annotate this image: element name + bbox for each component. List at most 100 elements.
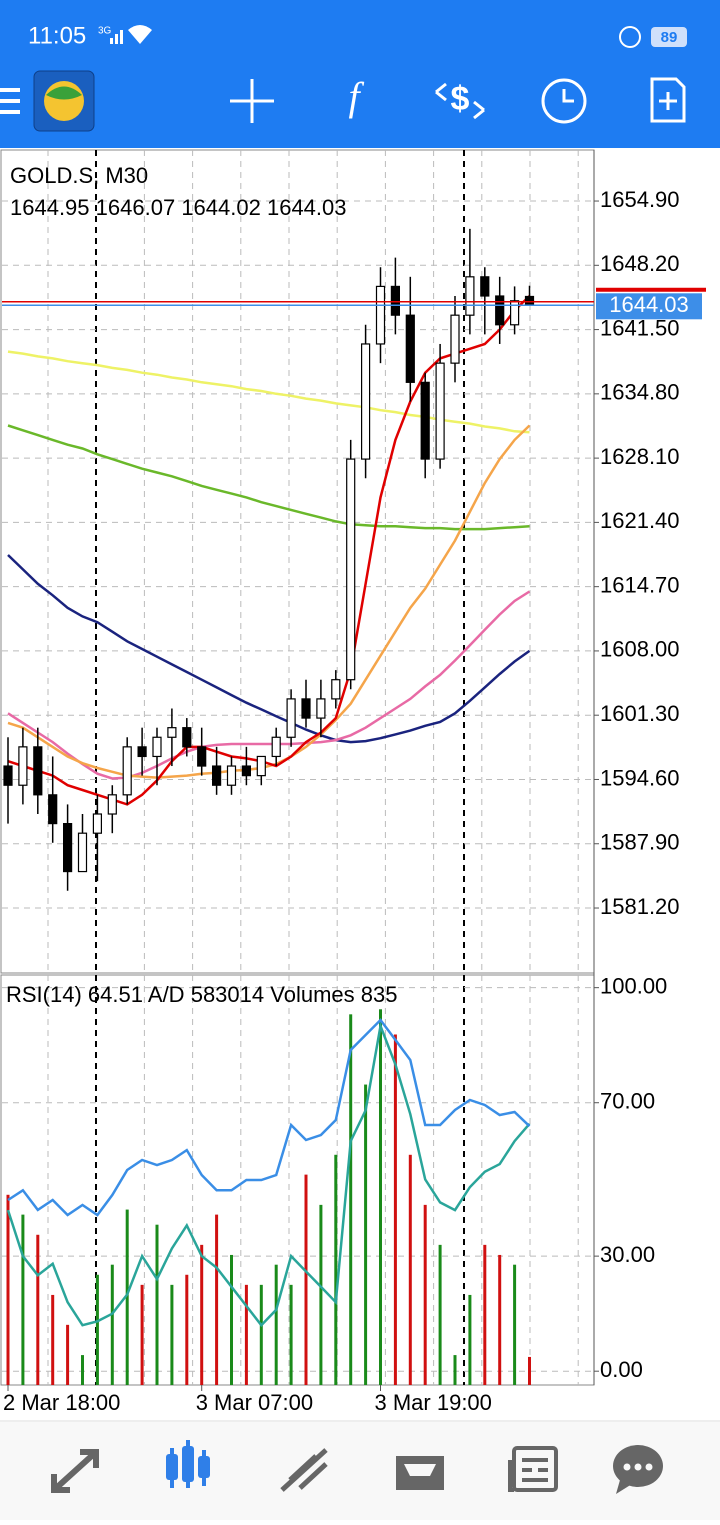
- nav-news[interactable]: [508, 1446, 558, 1492]
- volume-bar: [364, 1084, 368, 1385]
- volume-bar: [468, 1294, 472, 1385]
- y-tick-label: 1648.20: [600, 251, 680, 276]
- y-tick-label: 1654.90: [600, 187, 680, 212]
- volume-bar: [483, 1244, 487, 1385]
- volume-bar: [6, 1194, 10, 1385]
- volume-bar: [289, 1284, 293, 1385]
- price-panel: [0, 149, 595, 974]
- moving-average: [7, 590, 531, 780]
- volume-bar: [244, 1284, 248, 1385]
- signal-icon: [110, 30, 123, 44]
- moving-average: [7, 554, 531, 744]
- crosshair-button[interactable]: [230, 79, 274, 123]
- candle-body: [182, 727, 192, 748]
- volume-bar: [230, 1254, 233, 1385]
- candle-body: [480, 276, 490, 297]
- y-tick-label: 1614.70: [600, 572, 680, 597]
- candle-body: [77, 832, 88, 873]
- y-tick-label: 70.00: [600, 1089, 655, 1114]
- volume-bar: [408, 1154, 412, 1385]
- volume-bar: [36, 1234, 40, 1385]
- candle-body: [152, 736, 162, 758]
- nav-quotes[interactable]: [51, 1449, 99, 1493]
- price-tag: [596, 293, 702, 320]
- volume-bar: [215, 1214, 219, 1385]
- trade-button[interactable]: $: [435, 80, 485, 120]
- candle-body: [375, 285, 386, 345]
- volume-bar: [66, 1324, 70, 1385]
- new-order-button[interactable]: [650, 77, 686, 123]
- candle-body: [107, 794, 117, 815]
- network-type: 3G: [98, 26, 112, 37]
- x-tick-label: 3 Mar 19:00: [375, 1390, 492, 1415]
- ohlc-readout: 1644.95 1646.07 1644.02 1644.03: [10, 195, 347, 220]
- battery-level: 89: [661, 29, 678, 46]
- volume-bar: [140, 1284, 144, 1385]
- volume-bar: [513, 1264, 517, 1385]
- candle-body: [137, 746, 147, 758]
- y-tick-label: 1608.00: [600, 637, 680, 662]
- nav-chat[interactable]: [613, 1445, 663, 1494]
- candle-body: [450, 314, 460, 364]
- candle-body: [48, 794, 58, 825]
- nav-history[interactable]: [396, 1456, 444, 1490]
- candle-body: [390, 285, 400, 316]
- candle-body: [405, 314, 415, 383]
- candle-body: [18, 746, 28, 786]
- candle-body: [524, 295, 535, 306]
- candle-body: [346, 458, 356, 681]
- volume-bar: [200, 1244, 204, 1385]
- volume-bar: [274, 1264, 278, 1385]
- candle-body: [361, 343, 371, 460]
- status-time: 11:05: [28, 22, 86, 49]
- app-icon[interactable]: [33, 70, 95, 132]
- volume-bar: [453, 1355, 457, 1385]
- y-tick-label: 100.00: [600, 973, 667, 998]
- volumes-name: Volumes: [270, 982, 354, 1007]
- volume-bar: [379, 1009, 382, 1385]
- battery-icon: [651, 27, 687, 47]
- volume-bar: [498, 1254, 502, 1385]
- volume-bar: [81, 1355, 84, 1385]
- ad-value: 583014: [191, 982, 264, 1007]
- candle-body: [92, 813, 103, 834]
- x-tick-label: 2 Mar 18:00: [3, 1390, 120, 1415]
- price-tag-label: 1644.03: [609, 292, 689, 317]
- candle-body: [420, 381, 430, 460]
- wifi-icon: [128, 25, 152, 44]
- nav-chart[interactable]: [166, 1440, 210, 1488]
- ask-marker: [596, 287, 706, 292]
- candle-body: [167, 727, 177, 738]
- y-tick-label: 1581.20: [600, 894, 680, 919]
- moving-average: [7, 295, 531, 806]
- candle-body: [62, 823, 73, 873]
- candle-body: [122, 746, 132, 796]
- rsi-name: RSI(14): [6, 982, 82, 1007]
- volume-bar: [170, 1284, 174, 1385]
- volume-bar: [319, 1204, 323, 1385]
- rsi-value: 64.51: [88, 982, 143, 1007]
- candle-body: [510, 300, 520, 326]
- menu-button[interactable]: [0, 88, 20, 114]
- candle-body: [241, 765, 251, 777]
- period-button[interactable]: [541, 78, 587, 124]
- candle-body: [495, 295, 505, 326]
- symbol-title: GOLD.S, M30: [10, 163, 148, 188]
- volume-bar: [423, 1204, 427, 1385]
- candle-body: [256, 755, 266, 777]
- y-tick-label: 1628.10: [600, 444, 680, 469]
- nav-trade[interactable]: [280, 1448, 328, 1492]
- candle-body: [286, 698, 296, 738]
- volume-bar: [51, 1294, 55, 1385]
- volume-bar: [334, 1154, 338, 1385]
- y-tick-label: 1621.40: [600, 508, 680, 533]
- candle-body: [33, 746, 43, 796]
- volume-bar: [393, 1034, 397, 1385]
- high-value: 1646.07: [96, 195, 176, 220]
- trade-icon: $: [451, 80, 470, 118]
- volumes-value: 835: [361, 982, 398, 1007]
- candle-body: [331, 679, 341, 700]
- close-value: 1644.03: [267, 195, 347, 220]
- indicator-readout: RSI(14) 64.51 A/D 583014 Volumes 835: [6, 982, 397, 1007]
- volume-bar: [438, 1244, 442, 1385]
